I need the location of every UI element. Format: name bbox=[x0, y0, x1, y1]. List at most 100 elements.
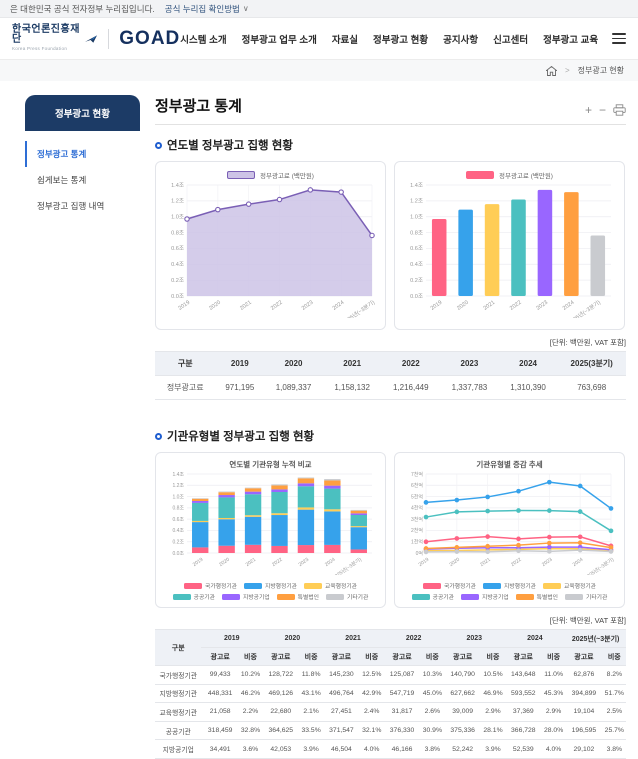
table-cell: 52,539 bbox=[504, 739, 542, 759]
legend-item: 지방공기업 bbox=[460, 592, 509, 601]
nav-item[interactable]: 공지사항 bbox=[443, 34, 479, 46]
table-subheader-cell: 비중 bbox=[299, 647, 323, 666]
svg-text:0.8조: 0.8조 bbox=[172, 506, 184, 512]
svg-text:2024: 2024 bbox=[332, 300, 346, 312]
svg-text:2022: 2022 bbox=[271, 557, 284, 568]
legend-item: 국가행정기관 bbox=[423, 581, 476, 590]
table-row: 국가행정기관 99,433 10.2% 128,722 11.8% 145,230 12.5… bbox=[155, 665, 626, 685]
zoom-out-button[interactable]: − bbox=[598, 103, 606, 117]
svg-text:1.0조: 1.0조 bbox=[171, 214, 184, 221]
table-year-header: 2019 bbox=[201, 629, 263, 648]
yearly-total-table: 구분 2019 2020 2021 2022 2023 2024 2025(3분기) 정부광고료… bbox=[155, 351, 626, 400]
nav-item[interactable]: 정부광고 업무 소개 bbox=[241, 34, 317, 46]
svg-text:2021: 2021 bbox=[245, 557, 258, 568]
svg-text:0.0조: 0.0조 bbox=[171, 293, 184, 300]
zoom-in-button[interactable]: + bbox=[584, 103, 592, 117]
org-type-table: 구분 2019 2020 2021 2022 2023 2024 2025년(~3분기) 광고료… bbox=[155, 629, 626, 759]
sidebar-item[interactable]: 쉽게보는 통계 bbox=[37, 175, 87, 185]
svg-text:2022: 2022 bbox=[510, 557, 523, 568]
table-cell: 1,216,449 bbox=[381, 375, 441, 400]
legend-swatch bbox=[227, 170, 255, 179]
table-cell: 27,451 bbox=[322, 702, 361, 722]
table-cell: 46,504 bbox=[322, 739, 361, 759]
gov-banner-verify-link[interactable]: 공식 누리집 확인방법 ∨ bbox=[164, 3, 249, 14]
legend-swatch bbox=[411, 593, 430, 600]
nav-item[interactable]: 정부광고 교육 bbox=[543, 34, 599, 46]
svg-text:5천억: 5천억 bbox=[411, 493, 423, 500]
legend-item: 기타기관 bbox=[326, 592, 368, 601]
legend-swatch bbox=[466, 170, 494, 179]
nav-item[interactable]: 자료실 bbox=[331, 34, 359, 46]
table-cell: 394,899 bbox=[565, 683, 603, 704]
svg-text:2019: 2019 bbox=[178, 300, 192, 312]
legend-label: 교육행정기관 bbox=[564, 584, 596, 590]
table-cell: 3.9% bbox=[481, 739, 505, 759]
table-cell: 42.9% bbox=[360, 683, 384, 704]
table-row: 교육행정기관 21,058 2.2% 22,680 2.1% 27,451 2.4% 31,8… bbox=[155, 702, 626, 722]
legend-swatch bbox=[184, 582, 202, 589]
nav-item[interactable]: 신고센터 bbox=[493, 34, 529, 46]
table-subheader-cell: 비중 bbox=[238, 647, 263, 666]
table-cell: 4.0% bbox=[542, 739, 566, 759]
table-year-header: 2020 bbox=[262, 629, 323, 648]
chart-card-org-trend: 기관유형별 증감 추세 0억 1천억 2천억 3천억 4천억 5천억 6천억 7천억 2019 2… bbox=[394, 452, 625, 608]
print-icon[interactable] bbox=[613, 104, 626, 116]
table-cell: 196,595 bbox=[565, 720, 603, 741]
home-icon[interactable] bbox=[545, 65, 557, 76]
table-row: 정부광고료 971,195 1,089,337 1,158,132 1,216,449 1… bbox=[155, 375, 626, 400]
nav-item[interactable]: 시스템 소개 bbox=[180, 34, 227, 46]
svg-text:2024: 2024 bbox=[562, 300, 576, 312]
breadcrumb-current[interactable]: 정부광고 현황 bbox=[577, 66, 624, 75]
legend-label: 공공기관 bbox=[432, 595, 454, 601]
menu-icon[interactable] bbox=[612, 33, 626, 44]
sidebar-title: 정부광고 현황 bbox=[25, 95, 140, 131]
table-subheader-cell: 비중 bbox=[542, 647, 566, 666]
svg-text:0.2조: 0.2조 bbox=[171, 277, 184, 284]
legend-item: 교육행정기관 bbox=[543, 581, 596, 590]
table-cell: 11.8% bbox=[299, 665, 323, 685]
table-cell: 62,876 bbox=[565, 665, 603, 685]
table-cell: 3.8% bbox=[420, 739, 444, 759]
table-subheader-cell: 광고료 bbox=[201, 647, 239, 666]
svg-text:2022: 2022 bbox=[509, 300, 523, 312]
table-subheader-cell: 광고료 bbox=[565, 647, 603, 666]
logo-divider bbox=[108, 28, 110, 49]
table-cell: 37,369 bbox=[504, 702, 542, 722]
legend-item: 특별법인 bbox=[515, 592, 558, 601]
site-header: 한국언론진흥재단 Korea Press Foundation GOAD 시스템… bbox=[0, 18, 638, 60]
table-subheader-cell: 비중 bbox=[420, 647, 444, 666]
legend-label: 교육행정기관 bbox=[325, 584, 357, 590]
table-header-cell: 2021 bbox=[322, 351, 382, 376]
sidebar-item[interactable]: 정부광고 통계 bbox=[25, 141, 140, 167]
sidebar-item[interactable]: 정부광고 집행 내역 bbox=[37, 201, 105, 211]
legend-swatch bbox=[276, 593, 295, 600]
section-bullet-icon bbox=[155, 432, 162, 440]
table-cell: 1,089,337 bbox=[264, 375, 323, 400]
legend-label: 지방행정기관 bbox=[504, 584, 536, 590]
svg-text:2020: 2020 bbox=[218, 557, 231, 568]
table-row: 공공기관 318,459 32.8% 364,625 33.5% 371,547 32.1%… bbox=[155, 720, 626, 741]
table-cell: 2.6% bbox=[420, 702, 444, 722]
nav-item[interactable]: 정부광고 현황 bbox=[373, 34, 429, 46]
svg-text:0.8조: 0.8조 bbox=[171, 229, 184, 236]
table-cell: 128,722 bbox=[262, 665, 300, 685]
row-label: 공공기관 bbox=[155, 720, 202, 741]
legend-item: 지방공기업 bbox=[221, 592, 270, 601]
chart-title: 연도별 기관유형 누적 비교 bbox=[229, 460, 312, 469]
row-label: 국가행정기관 bbox=[155, 665, 202, 685]
svg-text:1.4조: 1.4조 bbox=[410, 182, 423, 189]
table-cell: 3.8% bbox=[602, 739, 626, 759]
press-foundation-logo[interactable]: 한국언론진흥재단 Korea Press Foundation bbox=[12, 25, 98, 52]
legend-label: 기타기관 bbox=[586, 595, 608, 601]
gov-banner: 은 대한민국 공식 전자정부 누리집입니다. 공식 누리집 확인방법 ∨ bbox=[0, 0, 638, 18]
table-cell: 2.2% bbox=[238, 702, 263, 722]
logo-english-text: Korea Press Foundation bbox=[12, 46, 68, 52]
yearly-area-chart: 0.0조 0.2조 0.4조 0.6조 0.8조 1.0조 1.2조 1.4조 2019 2020… bbox=[171, 182, 376, 327]
legend-item: 기타기관 bbox=[565, 592, 607, 601]
table-header-cell: 2025(3분기) bbox=[557, 351, 626, 376]
table-cell: 627,662 bbox=[443, 683, 482, 704]
brand-goad[interactable]: GOAD bbox=[119, 27, 181, 49]
table-subheader-cell: 광고료 bbox=[322, 647, 361, 666]
table-cell: 1,310,390 bbox=[498, 375, 558, 400]
table-year-header: 2025년(~3분기) bbox=[565, 629, 626, 648]
